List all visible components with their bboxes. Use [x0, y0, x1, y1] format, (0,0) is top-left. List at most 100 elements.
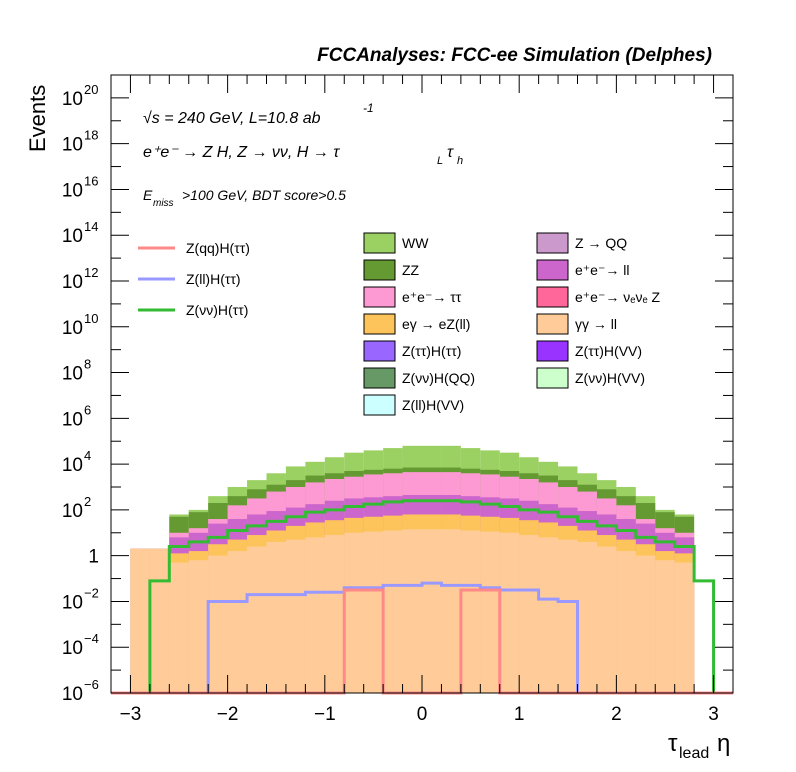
series-5: [130, 529, 695, 693]
process-sub-l: L: [437, 155, 443, 167]
bar: [460, 530, 481, 693]
legend-swatch: [536, 340, 569, 362]
y-tick-label: 10 14: [62, 219, 99, 247]
y-tick-label: 10 10: [62, 311, 99, 339]
y-tick-label: 10 −6: [62, 677, 99, 705]
legend-swatch: [363, 367, 396, 389]
bar: [149, 548, 170, 693]
y-tick-base: 10: [62, 501, 83, 522]
bar: [169, 562, 189, 693]
y-tick-label: 10 −4: [62, 631, 99, 659]
y-tick-base: 10: [62, 135, 83, 156]
process-sub-h: h: [457, 155, 463, 167]
y-tick-exp: 14: [84, 219, 98, 234]
y-tick-exp: 6: [84, 402, 91, 417]
y-tick-base: 10: [62, 455, 83, 476]
x-tick-label: 0: [417, 704, 428, 725]
y-tick-label: 10 16: [62, 173, 99, 201]
y-tick-base: 10: [62, 638, 83, 659]
process-text: e⁺e⁻ → Z H, Z → νν, H → τ: [143, 144, 340, 161]
y-tick-exp: −4: [84, 631, 99, 646]
bar: [538, 537, 559, 693]
bar: [441, 529, 461, 693]
y-tick-base: 10: [62, 272, 83, 293]
bar: [596, 546, 617, 693]
bar: [305, 537, 325, 693]
y-tick-label: 10 4: [62, 448, 91, 476]
y-tick-exp: 2: [84, 494, 91, 509]
legend-label: Z(ll)H(VV): [402, 397, 464, 413]
y-tick-base: 10: [62, 318, 83, 339]
bar: [130, 548, 150, 693]
cut-rest: >100 GeV, BDT score>0.5: [182, 187, 346, 203]
y-tick-label: 10 6: [62, 402, 91, 430]
y-tick-exp: −6: [84, 677, 99, 692]
bar: [674, 562, 695, 693]
bar: [655, 560, 675, 693]
bar: [363, 531, 384, 693]
legend-swatch: [363, 394, 396, 416]
y-tick-exp: 16: [84, 173, 98, 188]
y-tick-exp: 12: [84, 265, 98, 280]
bar: [558, 539, 578, 693]
bar: [480, 531, 500, 693]
bar: [188, 560, 209, 693]
x-axis-label: τ lead η: [668, 730, 730, 762]
y-tick-label: 10 −2: [62, 585, 99, 613]
legend-label: Z(νν)H(VV): [575, 370, 645, 386]
legend-line-label: Z(qq)H(ττ): [186, 240, 250, 256]
stacked-histograms: [130, 445, 695, 693]
y-tick-base: 10: [62, 89, 83, 110]
y-tick-base: 10: [62, 592, 83, 613]
bar: [577, 541, 597, 693]
legend-label: e⁺e⁻→ ll: [575, 262, 629, 278]
legend-label: ZZ: [402, 262, 420, 278]
bar: [208, 555, 228, 693]
line-series-0: [111, 499, 733, 695]
y-tick-exp: −2: [84, 585, 99, 600]
legend-label: WW: [402, 235, 429, 251]
legend-label: Z(ττ)H(ττ): [402, 343, 461, 359]
y-tick-base: 10: [62, 226, 83, 247]
bar: [344, 532, 364, 693]
legend-label: Z(ττ)H(VV): [575, 343, 642, 359]
legend-swatch: [536, 286, 569, 308]
energy-unit-exponent: -1: [363, 101, 374, 115]
x-tick-label: −3: [120, 704, 142, 725]
process-annotation: e⁺e⁻ → Z H, Z → νν, H → τ L τ h: [143, 144, 463, 167]
y-tick-label: 10 8: [62, 357, 91, 385]
cut-e: E: [143, 187, 153, 203]
bar: [519, 535, 539, 693]
energy-text: √s = 240 GeV, L=10.8 ab: [143, 110, 321, 127]
y-tick-base: 10: [62, 684, 83, 705]
y-tick-base: 10: [62, 409, 83, 430]
bar: [383, 530, 403, 693]
x-tick-label: −2: [217, 704, 239, 725]
bar: [422, 529, 442, 693]
bar: [499, 532, 520, 693]
y-axis-label: Events: [25, 85, 50, 152]
y-tick-base: 10: [62, 364, 83, 385]
legend-label: Z(νν)H(QQ): [402, 370, 475, 386]
legend-swatch: [363, 340, 396, 362]
y-tick-exp: 20: [84, 82, 98, 97]
cut-annotation: E miss >100 GeV, BDT score>0.5: [143, 187, 346, 209]
bar: [635, 555, 656, 693]
x-tick-label: 2: [611, 704, 622, 725]
y-tick-exp: 8: [84, 357, 91, 372]
y-tick-exp: 4: [84, 448, 91, 463]
bar: [266, 541, 286, 693]
x-tick-label: −1: [314, 704, 336, 725]
bar: [247, 546, 267, 693]
x-axis-label-sub: lead: [679, 745, 709, 762]
y-tick-label: 10 12: [62, 265, 99, 293]
legend-label: Z → QQ: [575, 235, 627, 251]
legend-swatch: [363, 232, 396, 254]
legend-swatch: [536, 367, 569, 389]
bar: [324, 535, 345, 693]
legend-swatch: [536, 259, 569, 281]
legend-label: eγ → eZ(ll): [402, 316, 470, 332]
legend-label: e⁺e⁻→ ττ: [402, 289, 462, 305]
